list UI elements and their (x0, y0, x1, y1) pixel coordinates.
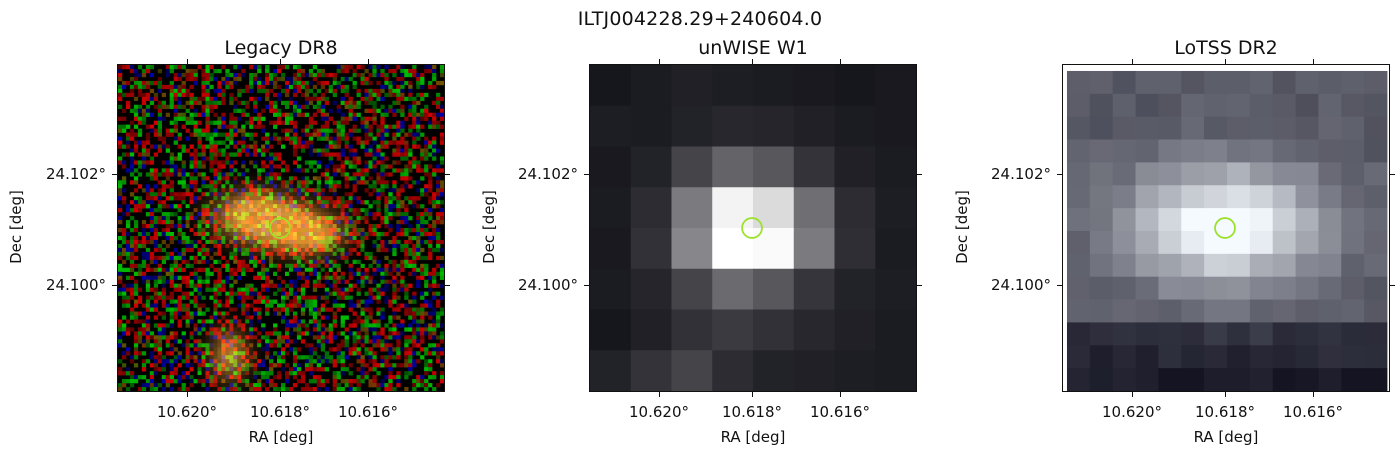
y-tick-label-unwise-1: 24.102° (518, 165, 578, 183)
panel-title-lotss: LoTSS DR2 (1174, 37, 1278, 59)
x-tick-label-legacy-3: 10.616° (338, 403, 398, 421)
x-tick-label-legacy-1: 10.620° (157, 403, 217, 421)
y-tick-label-legacy-2: 24.100° (46, 276, 106, 294)
y-axis-label-legacy: Dec [deg] (7, 190, 25, 264)
x-axis-label-lotss: RA [deg] (1193, 428, 1259, 446)
y-tick-label-lotss-1: 24.102° (991, 165, 1051, 183)
source-marker-lotss (1214, 217, 1236, 239)
y-tick-label-legacy-1: 24.102° (46, 165, 106, 183)
x-tick-label-unwise-3: 10.616° (810, 403, 870, 421)
x-tick-label-lotss-2: 10.618° (1195, 403, 1255, 421)
lotss-radio-cutout (1063, 65, 1389, 391)
unwise-infrared-cutout (590, 65, 916, 391)
x-axis-label-legacy: RA [deg] (248, 428, 314, 446)
panel-title-unwise: unWISE W1 (698, 37, 808, 59)
x-axis-label-unwise: RA [deg] (720, 428, 786, 446)
y-tick-label-unwise-2: 24.100° (518, 276, 578, 294)
figure-title: ILTJ004228.29+240604.0 (577, 8, 823, 30)
x-tick-label-lotss-3: 10.616° (1283, 403, 1343, 421)
y-axis-label-unwise: Dec [deg] (480, 190, 498, 264)
x-tick-label-legacy-2: 10.618° (250, 403, 310, 421)
x-tick-label-lotss-1: 10.620° (1102, 403, 1162, 421)
y-axis-label-lotss: Dec [deg] (953, 190, 971, 264)
source-marker-legacy (269, 217, 291, 239)
image-unwise (589, 64, 917, 392)
x-tick-label-unwise-1: 10.620° (629, 403, 689, 421)
image-legacy (117, 64, 445, 392)
source-marker-unwise (741, 217, 763, 239)
panel-title-legacy: Legacy DR8 (224, 37, 338, 59)
legacy-optical-cutout (118, 65, 444, 391)
image-lotss (1062, 64, 1390, 392)
x-tick-label-unwise-2: 10.618° (722, 403, 782, 421)
y-tick-label-lotss-2: 24.100° (991, 276, 1051, 294)
